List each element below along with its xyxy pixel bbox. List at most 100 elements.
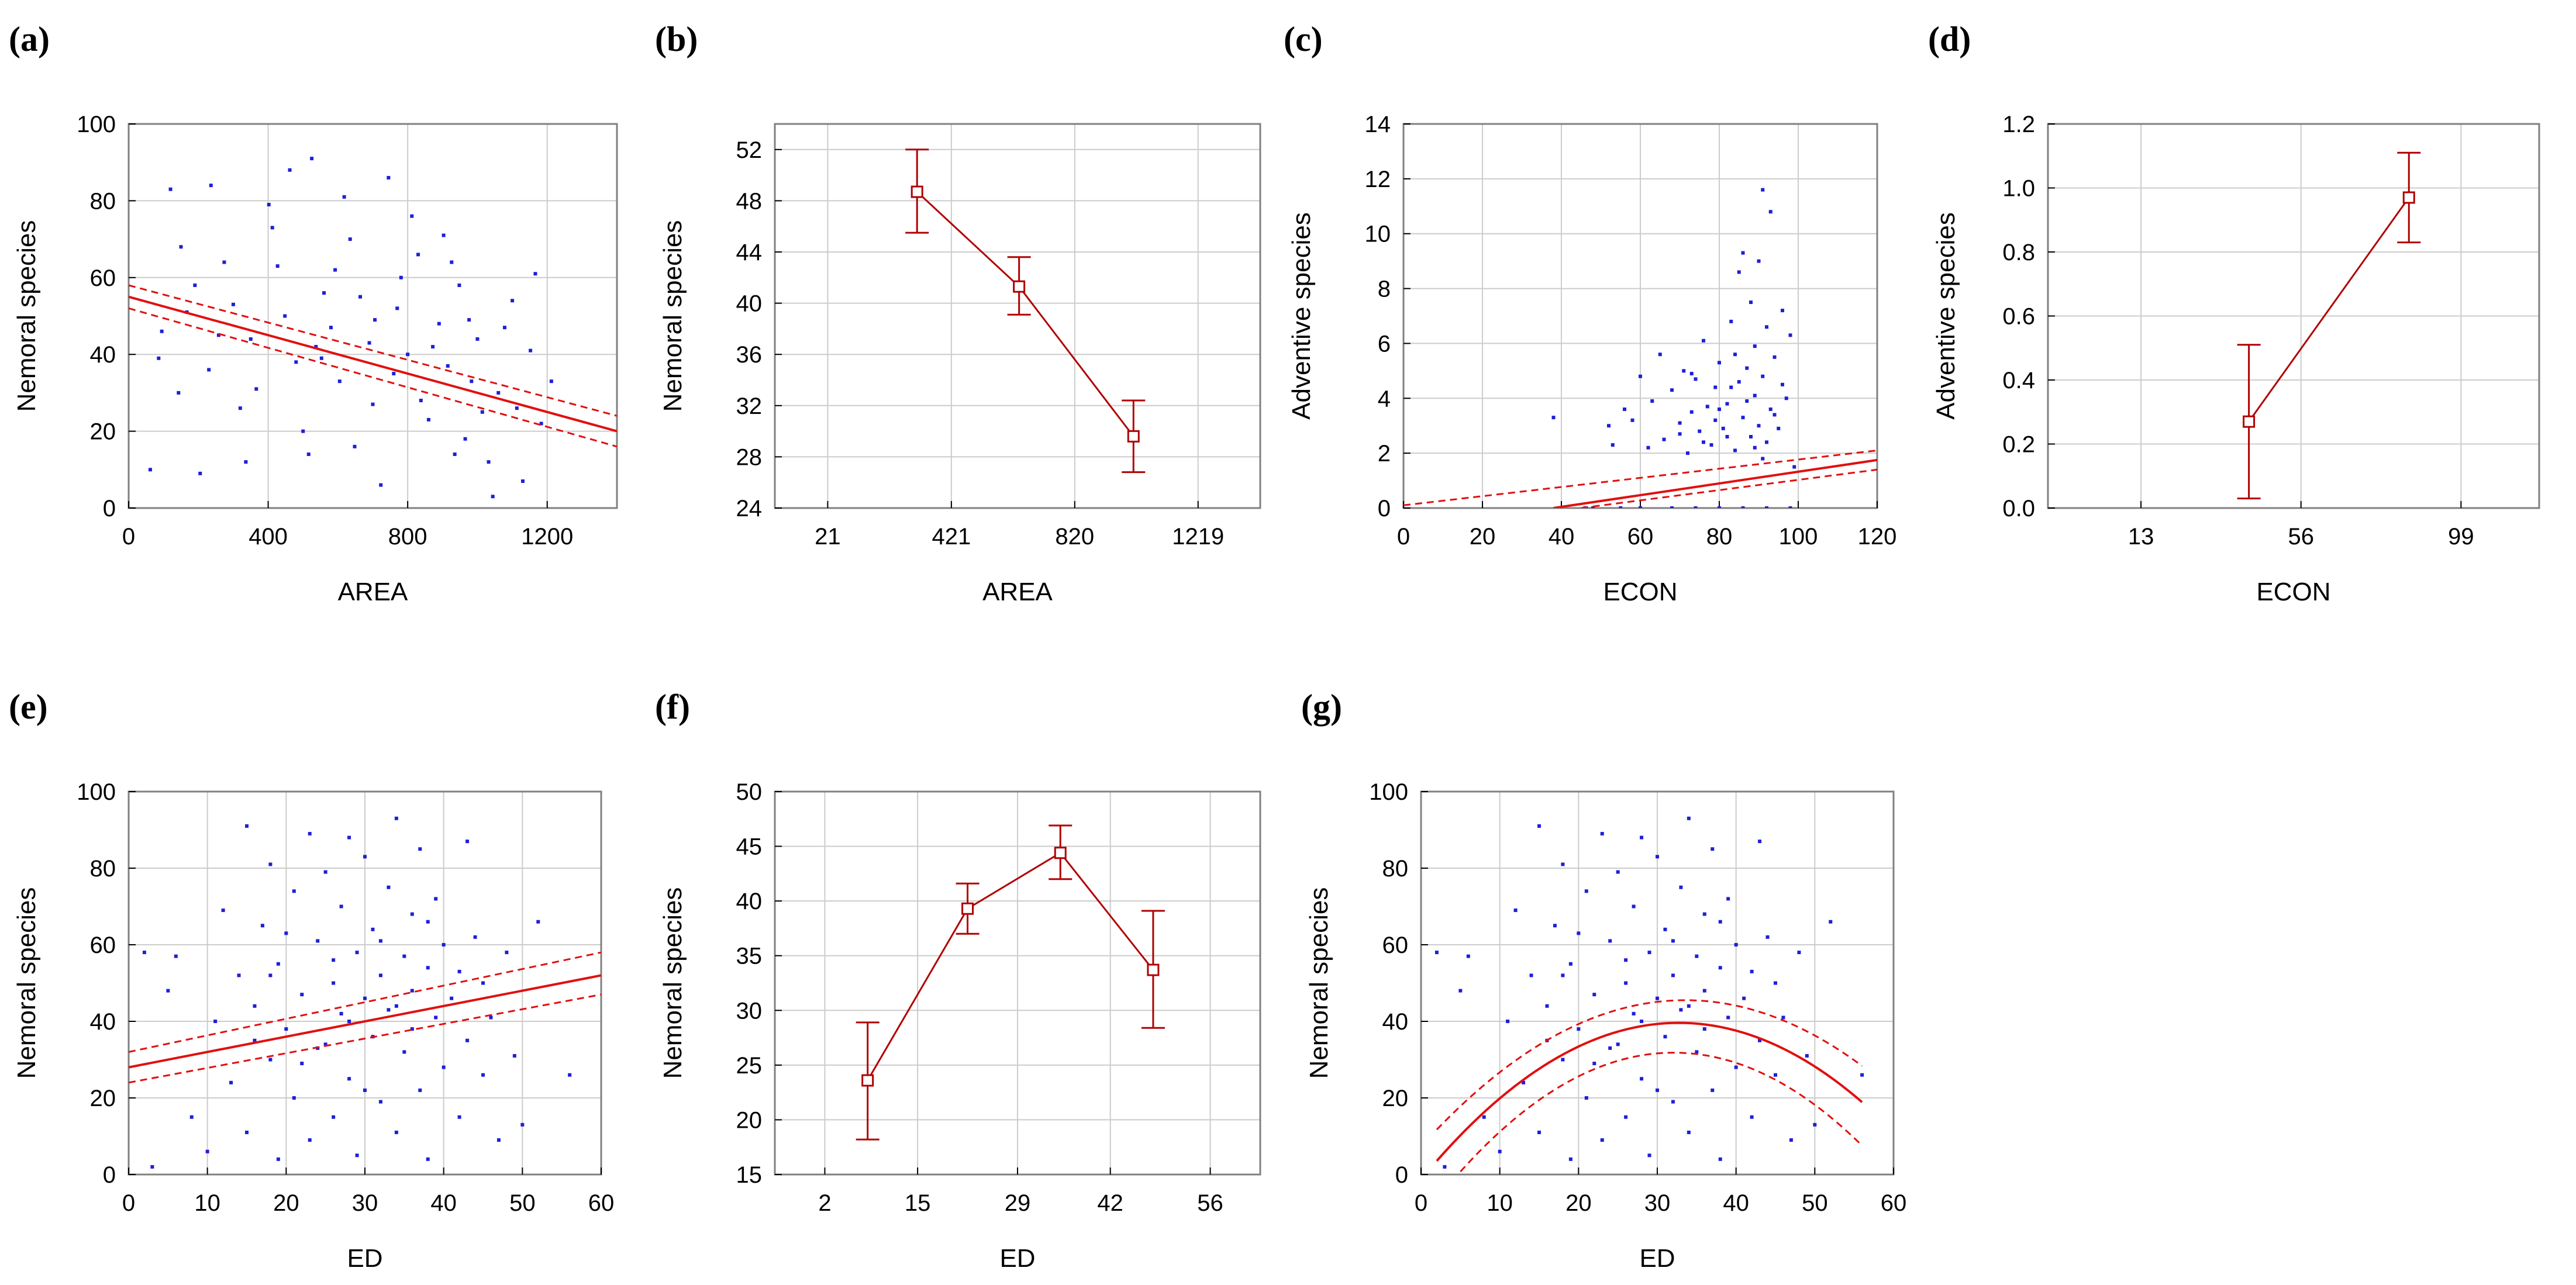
scatter-point [1561, 973, 1565, 977]
y-tick-label: 40 [736, 889, 763, 914]
ci-upper-line [1436, 999, 1863, 1131]
scatter-point [1630, 418, 1634, 422]
scatter-point [1761, 188, 1765, 192]
y-tick-label: 0 [103, 1162, 116, 1188]
y-tick-label: 30 [736, 998, 763, 1024]
y-tick-label: 6 [1378, 331, 1391, 357]
scatter-point [1662, 437, 1666, 441]
x-tick-label: 820 [1055, 524, 1094, 550]
y-tick-label: 100 [77, 112, 116, 137]
scatter-point [442, 943, 446, 947]
scatter-point [1545, 1004, 1549, 1008]
scatter-point [431, 345, 435, 349]
y-tick-label: 0.2 [2002, 432, 2035, 458]
scatter-point [245, 1130, 249, 1134]
x-tick-label: 1219 [1172, 524, 1224, 550]
scatter-point [267, 202, 271, 206]
y-axis-title: Adventive species [1932, 212, 1960, 420]
scatter-point [166, 989, 170, 993]
x-tick-label: 421 [932, 524, 971, 550]
scatter-point [238, 406, 242, 410]
scatter-point [329, 326, 333, 330]
scatter-point [284, 1027, 288, 1031]
scatter-point [268, 1058, 273, 1062]
scatter-point [1671, 973, 1675, 977]
scatter-point [358, 295, 363, 299]
y-tick-label: 32 [736, 393, 763, 419]
scatter-point [275, 264, 280, 268]
y-axis-title: Nemoral species [658, 887, 687, 1079]
scatter-point [1686, 451, 1689, 455]
x-axis-title: ECON [2256, 578, 2330, 606]
scatter-point [533, 272, 537, 276]
panel-b: (b) 21 421 820 1219 24 28 32 36 40 44 48 52 AREA Nemor… [655, 20, 1261, 606]
scatter-point [142, 951, 146, 955]
ci-upper-line [129, 284, 617, 417]
y-axis-title: Nemoral species [12, 887, 41, 1079]
y-tick-label: 80 [90, 188, 116, 214]
scatter-point [1678, 432, 1682, 436]
scatter-point [283, 314, 287, 318]
panel-letter: (f) [655, 688, 690, 726]
scatter-point [467, 318, 471, 322]
scatter-point [1608, 1046, 1612, 1050]
scatter-point [1689, 372, 1694, 376]
scatter-point [1765, 440, 1768, 444]
scatter-point [1522, 1080, 1526, 1084]
scatter-point [1656, 855, 1659, 859]
panel-letter: (a) [9, 20, 50, 58]
scatter-point [511, 299, 515, 303]
scatter-point [1718, 361, 1721, 365]
x-tick-label: 60 [1881, 1190, 1907, 1216]
scatter-point [520, 1122, 525, 1127]
scatter-point [457, 283, 461, 287]
scatter-point [373, 318, 377, 322]
scatter-point [300, 993, 304, 997]
scatter-point [1758, 840, 1762, 844]
scatter-point [1761, 374, 1765, 378]
scatter-point [249, 337, 253, 341]
scatter-point [406, 353, 410, 357]
scatter-point [410, 214, 414, 218]
scatter-point [323, 870, 327, 874]
scatter-point [1750, 969, 1754, 973]
scatter-point [1537, 824, 1541, 828]
scatter-point [394, 1130, 398, 1134]
scatter-point [1671, 1100, 1675, 1104]
scatter-point [1482, 1115, 1486, 1119]
x-tick-label: 1200 [521, 524, 573, 550]
scatter-point [1702, 338, 1705, 343]
ci-upper-line [1403, 449, 1877, 506]
y-tick-label: 40 [90, 1009, 116, 1035]
scatter-point [254, 387, 258, 391]
scatter-point [496, 1138, 501, 1142]
plot-frame [127, 123, 618, 509]
scatter-point [1646, 445, 1650, 450]
plot-area [129, 157, 617, 499]
scatter-point [1768, 210, 1772, 214]
y-tick-label: 0.0 [2002, 496, 2035, 521]
scatter-point [1761, 457, 1765, 461]
scatter-point [348, 237, 352, 241]
y-tick-label: 25 [736, 1053, 763, 1079]
scatter-point [306, 452, 311, 457]
scatter-point [505, 951, 509, 955]
scatter-point [332, 958, 336, 962]
scatter-point [465, 1038, 470, 1042]
scatter-point [308, 1138, 312, 1142]
ci-lower-line [129, 993, 601, 1084]
scatter-point [1829, 920, 1833, 924]
scatter-point [355, 951, 359, 955]
scatter-point [387, 175, 391, 179]
scatter-point [1734, 1065, 1738, 1069]
scatter-point [316, 939, 320, 943]
scatter-point [1709, 443, 1713, 447]
scatter-point [1640, 835, 1644, 840]
y-tick-label: 1.2 [2002, 112, 2035, 137]
scatter-point [157, 356, 161, 360]
scatter-point [1513, 909, 1518, 913]
scatter-point [193, 283, 197, 287]
scatter-point [1768, 407, 1772, 412]
x-tick-label: 40 [1549, 524, 1575, 550]
scatter-point [1689, 410, 1694, 414]
